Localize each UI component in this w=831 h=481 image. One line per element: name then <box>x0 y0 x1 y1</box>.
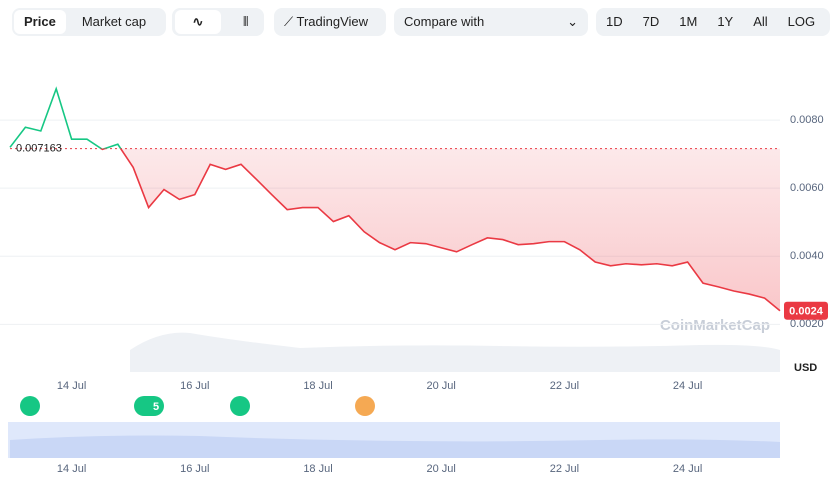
y-tick-label: 0.0060 <box>790 182 824 194</box>
tab[interactable]: Price <box>14 10 66 34</box>
y-tick-label: 0.0040 <box>790 250 824 262</box>
chart-style: ∿ ⫴ <box>172 8 264 36</box>
baseline-label: 0.007163 <box>16 142 62 154</box>
navigator-tick-label: 18 Jul <box>303 463 332 475</box>
line-style-button[interactable]: ∿ <box>175 10 221 34</box>
tradingview-button[interactable]: ⟋ TradingView <box>274 8 386 36</box>
tradingview-text: TradingView <box>296 14 369 29</box>
range[interactable]: 1Y <box>717 14 734 29</box>
last-price-box <box>784 301 828 320</box>
y-tick-label: 0.0080 <box>790 114 824 126</box>
x-tick-label: 24 Jul <box>673 380 702 392</box>
last-price-label: 0.0024 <box>789 306 824 318</box>
price-area <box>10 148 780 311</box>
event-markers: 5 <box>20 396 375 416</box>
watermark: CoinMarketCap <box>660 317 770 334</box>
compare-select[interactable]: Compare with ⌄ <box>394 8 588 36</box>
x-tick-label: 14 Jul <box>57 380 86 392</box>
range[interactable]: 1D <box>606 14 623 29</box>
event-marker[interactable] <box>355 396 375 416</box>
navigator-tick-label: 22 Jul <box>550 463 579 475</box>
range[interactable]: 1M <box>679 14 698 29</box>
navigator-tick-label: 16 Jul <box>180 463 209 475</box>
navigator-tick-label: 14 Jul <box>57 463 86 475</box>
x-tick-label: 18 Jul <box>303 380 332 392</box>
navigator-tick-label: 24 Jul <box>673 463 702 475</box>
tab[interactable]: Market cap <box>81 14 147 29</box>
x-tick-label: 20 Jul <box>427 380 456 392</box>
x-tick-label: 22 Jul <box>550 380 579 392</box>
x-tick-label: 16 Jul <box>180 380 209 392</box>
event-marker[interactable] <box>20 396 40 416</box>
y-unit: USD <box>794 362 817 374</box>
navigator-area <box>10 435 780 458</box>
event-marker[interactable] <box>230 396 250 416</box>
chevron: ⌄ <box>567 14 578 29</box>
tab-group: Price Market cap <box>12 8 166 36</box>
y-tick-label: 0.0020 <box>790 318 824 330</box>
range-group: 1D 7D 1M 1Y All LOG ··· <box>596 8 830 36</box>
tradingview-label: ⟋ TradingView <box>284 14 369 29</box>
event-count: 5 <box>153 401 159 413</box>
price-line <box>9 86 781 312</box>
volume-area <box>130 332 780 372</box>
compare-label: Compare with <box>404 14 485 29</box>
candle-style-button[interactable]: ⫴ <box>243 14 249 29</box>
range[interactable]: 7D <box>642 14 660 29</box>
range[interactable]: All <box>753 14 768 29</box>
range[interactable]: LOG <box>787 14 816 29</box>
event-marker[interactable] <box>134 396 164 416</box>
navigator-tick-label: 20 Jul <box>427 463 456 475</box>
